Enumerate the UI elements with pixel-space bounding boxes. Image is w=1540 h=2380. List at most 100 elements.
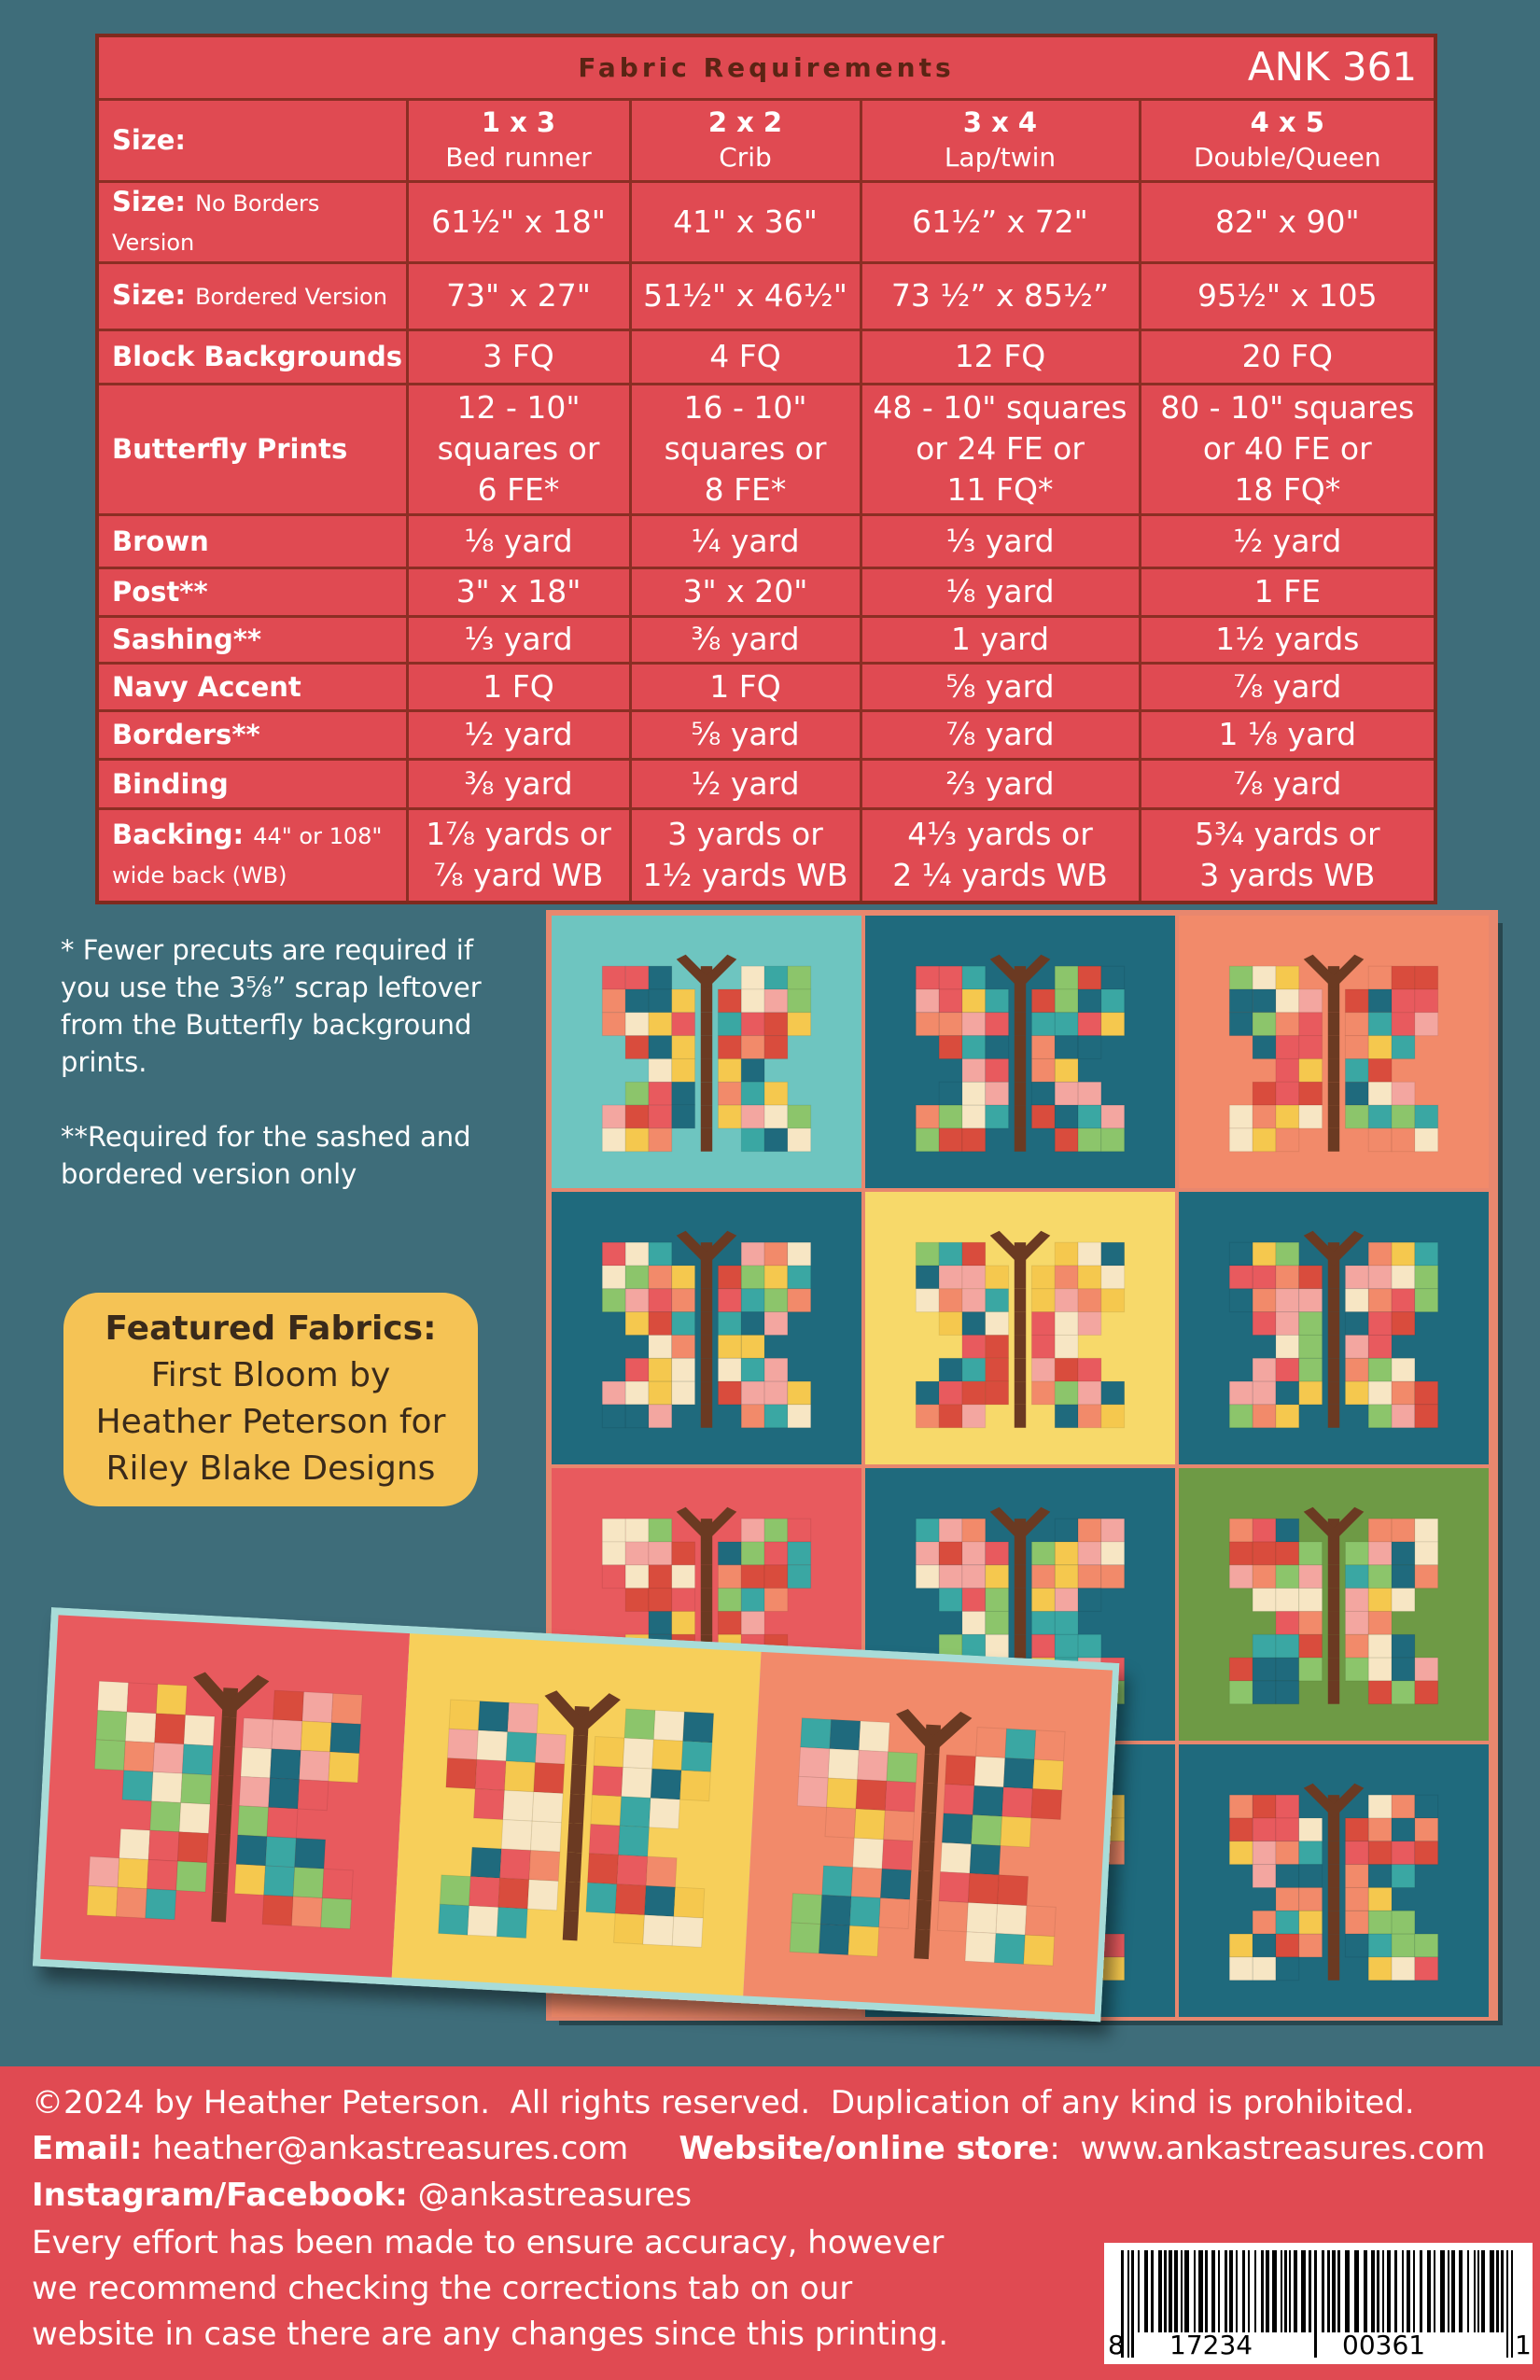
patch	[1367, 988, 1393, 1014]
body	[700, 1541, 713, 1565]
patch	[1275, 1404, 1300, 1429]
cell: 1½ yards	[1138, 614, 1437, 665]
body	[700, 1381, 713, 1405]
patch	[961, 988, 987, 1014]
patch	[1275, 1127, 1300, 1153]
cell-text: ⅛ yard	[945, 573, 1055, 609]
patch	[1344, 1311, 1369, 1336]
patch	[985, 1357, 1010, 1382]
row-label: Backing: 44" or 108" wide back (WB)	[95, 806, 409, 904]
patch	[671, 1380, 696, 1406]
patch	[1275, 1518, 1300, 1543]
cell-text: ⅞ yard WB	[433, 857, 604, 894]
body	[1014, 1335, 1027, 1359]
patch	[1391, 1288, 1416, 1313]
patch	[1344, 1081, 1369, 1106]
patch	[1228, 1841, 1253, 1866]
cell: 4 FQ	[628, 328, 862, 385]
patch	[601, 1564, 626, 1589]
patch	[1344, 988, 1369, 1014]
patch	[529, 1820, 563, 1853]
patch	[474, 1758, 507, 1791]
patch	[1054, 1564, 1079, 1589]
patch	[1367, 1404, 1393, 1429]
body	[917, 1870, 933, 1901]
table-row: Butterfly Prints 12 - 10" squares or 6 FE* 1…	[95, 382, 1437, 516]
patch	[1000, 1815, 1032, 1848]
patch	[740, 965, 765, 990]
patch	[787, 988, 812, 1014]
patch	[1252, 1564, 1277, 1589]
patch	[1275, 1035, 1300, 1059]
header-cell: 1 x 3 Bed runner	[405, 97, 632, 183]
patch	[1344, 1104, 1369, 1129]
patch	[1391, 1127, 1416, 1153]
patch	[503, 1760, 536, 1793]
patch	[1077, 1104, 1102, 1129]
patch	[1100, 1380, 1126, 1406]
patch	[740, 1357, 765, 1382]
patch	[787, 1518, 812, 1543]
body	[1014, 1105, 1027, 1128]
table-row: Borders** ½ yard ⅝ yard ⅞ yard 1 ⅛ yard	[95, 708, 1437, 761]
patch	[819, 1894, 852, 1926]
patch	[438, 1903, 470, 1936]
patch	[1298, 1334, 1323, 1359]
patch	[1414, 1012, 1439, 1037]
table-code: ANK 361	[1247, 44, 1418, 90]
patch	[266, 1806, 299, 1839]
patch	[624, 1564, 650, 1589]
body	[1327, 1058, 1340, 1083]
patch	[717, 1012, 742, 1037]
patch	[1391, 1081, 1416, 1106]
body	[700, 1311, 713, 1336]
body	[1014, 1127, 1027, 1152]
cell-text: or 40 FE or	[1202, 430, 1372, 467]
title-cell: Fabric Requirements ANK 361	[95, 34, 1437, 101]
footer-line: Email: heather@ankastreasures.com Websit…	[32, 2125, 1485, 2172]
cell-text: 11 FQ*	[946, 471, 1054, 508]
patch	[299, 1749, 331, 1782]
body	[700, 1127, 713, 1152]
antenna	[1303, 1230, 1365, 1266]
patch	[787, 1404, 812, 1429]
patch	[961, 1241, 987, 1267]
patch	[938, 1311, 963, 1336]
patch	[787, 1564, 812, 1589]
patch	[985, 1380, 1010, 1406]
patch	[1414, 1380, 1439, 1406]
patch	[1054, 1380, 1079, 1406]
patch	[624, 1588, 650, 1612]
sublabel: No Borders Version	[112, 189, 320, 256]
patch	[233, 1863, 266, 1896]
header-cell: 3 x 4 Lap/twin	[859, 97, 1141, 183]
header-cell: 4 x 5 Double/Queen	[1138, 97, 1437, 183]
patch	[1367, 1541, 1393, 1566]
patch	[1391, 1910, 1416, 1935]
patch	[1344, 1334, 1369, 1359]
patch	[1252, 1657, 1277, 1682]
cell-text: 8 FE*	[704, 471, 787, 508]
patch	[961, 1357, 987, 1382]
patch	[787, 1541, 812, 1566]
antenna	[544, 1690, 621, 1736]
patch	[1391, 1404, 1416, 1429]
patch	[648, 1564, 673, 1589]
body	[700, 1105, 713, 1128]
body	[568, 1793, 585, 1825]
patch	[993, 1932, 1026, 1965]
patch	[176, 1831, 209, 1864]
patch	[1367, 1035, 1393, 1059]
patch	[671, 1564, 696, 1589]
patch	[624, 1241, 650, 1267]
patch	[671, 1311, 696, 1336]
cell-text: 1 FQ	[709, 667, 781, 705]
patch	[763, 1357, 789, 1382]
patch	[1100, 1541, 1126, 1566]
patch	[1228, 1657, 1253, 1682]
patch	[787, 1012, 812, 1037]
antenna	[989, 1230, 1051, 1266]
patch	[500, 1819, 533, 1852]
patch	[763, 988, 789, 1014]
patch	[1298, 1357, 1323, 1382]
